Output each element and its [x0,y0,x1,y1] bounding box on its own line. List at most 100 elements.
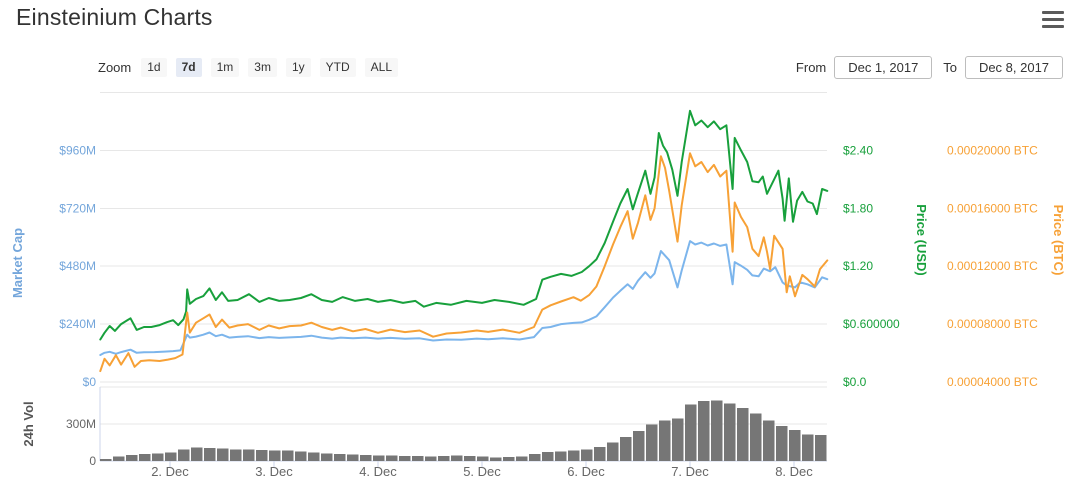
market-cap-tick-label: $960M [59,143,96,157]
x-axis-label: 5. Dec [463,464,501,479]
volume-bar [776,425,788,461]
volume-bar [737,407,749,461]
hamburger-bar [1042,11,1064,15]
volume-bar [555,451,567,461]
x-axis-label: 8. Dec [775,464,813,479]
volume-bar [542,451,554,461]
volume-bar [425,456,437,461]
volume-tick-label: 300M [66,417,96,431]
volume-bar [685,404,697,461]
hamburger-bar [1042,17,1064,22]
chart-series [99,109,829,373]
volume-bar [282,450,294,461]
volume-bar [269,450,281,461]
x-axis-label: 7. Dec [671,464,709,479]
price-usd--line [99,109,829,341]
price-usd-tick-label: $2.40 [843,143,873,157]
volume-bar [178,449,190,461]
volume-bar [724,403,736,461]
x-axis-label: 4. Dec [359,464,397,479]
volume-bar [802,434,814,461]
zoom-button-1y[interactable]: 1y [285,58,311,77]
volume-bar [373,455,385,461]
price-usd-tick-label: $0.0 [843,375,867,389]
zoom-button-3m[interactable]: 3m [248,58,277,77]
volume-bar [711,400,723,461]
volume-bar [698,401,710,461]
x-axis-label: 2. Dec [151,464,189,479]
volume-bar [490,457,502,461]
volume-bar [256,449,268,461]
x-axis-labels [169,461,795,467]
volume-bar [607,442,619,461]
volume-bar [477,456,489,461]
volume-bar [152,453,164,461]
volume-bar [204,448,216,461]
volume-bar [568,450,580,461]
volume-bar [243,449,255,461]
market-cap-tick-label: $720M [59,201,96,215]
volume-bar [646,424,658,461]
volume-bar [620,436,632,461]
volume-bar [633,430,645,461]
x-axis-label: 3. Dec [255,464,293,479]
x-axis-label: 6. Dec [567,464,605,479]
volume-bar [529,454,541,461]
market-cap-tick-label: $480M [59,259,96,273]
volume-bar [126,454,138,461]
volume-bar [230,449,242,461]
volume-bar [334,454,346,461]
market-cap-tick-label: $240M [59,317,96,331]
volume-bar [386,455,398,461]
price-btc--line [99,152,829,373]
volume-bar [100,459,112,461]
hamburger-menu-icon[interactable] [1042,11,1064,28]
volume-bar [464,456,476,461]
to-label: To [943,59,957,75]
volume-bar [659,420,671,461]
price-usd-axis-title: Price (USD) [914,204,929,276]
volume-bar [672,418,684,461]
volume-bar [581,449,593,461]
range-selector: Zoom 1d 7d 1m 3m 1y YTD ALL [98,57,407,78]
volume-bars [100,400,827,461]
zoom-buttons: 1d 7d 1m 3m 1y YTD ALL [141,58,407,77]
market-cap-tick-label: $0 [83,375,97,389]
market-cap-axis-title: Market Cap [10,228,25,298]
volume-bar [191,447,203,461]
volume-bar [438,456,450,461]
price-btc-tick-label: 0.00020000 BTC [947,143,1038,157]
volume-bar [295,451,307,461]
volume-bar [308,452,320,461]
price-usd-tick-label: $1.80 [843,201,873,215]
price-usd-tick-label: $1.20 [843,259,873,273]
zoom-button-1m[interactable]: 1m [210,58,240,77]
volume-bar [503,457,515,461]
zoom-button-7d[interactable]: 7d [175,58,202,77]
to-date-input[interactable] [965,55,1063,79]
market-cap-line [99,240,829,356]
volume-axis-title: 24h Vol [21,401,36,446]
from-date-input[interactable] [834,55,933,79]
volume-bar [399,456,411,461]
price-btc-tick-label: 0.00016000 BTC [947,201,1038,215]
volume-bar [412,456,424,461]
volume-bar [360,454,372,461]
date-range: From To [796,55,1063,79]
volume-bar [750,413,762,461]
price-btc-axis-title: Price (BTC) [1051,205,1066,276]
zoom-button-all[interactable]: ALL [364,58,398,77]
hamburger-bar [1042,24,1064,28]
volume-tick-label: 0 [89,454,96,468]
volume-bar [594,446,606,461]
page-title: Einsteinium Charts [16,4,213,30]
zoom-button-1d[interactable]: 1d [141,58,167,77]
price-btc-tick-label: 0.00012000 BTC [947,259,1038,273]
zoom-button-ytd[interactable]: YTD [319,58,356,77]
volume-bar [165,452,177,461]
volume-bar [763,420,775,461]
volume-bar [217,448,229,461]
price-btc-tick-label: 0.00008000 BTC [947,317,1038,331]
volume-bar [113,456,125,461]
